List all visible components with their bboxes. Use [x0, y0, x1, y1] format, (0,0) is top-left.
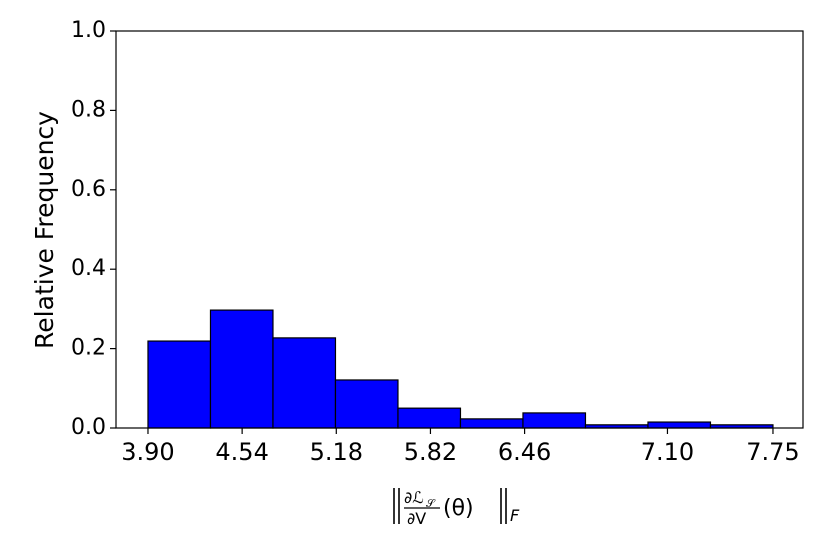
- y-tick-label: 0.2: [71, 336, 106, 361]
- y-tick-label: 0.4: [71, 256, 106, 281]
- bar: [647, 421, 712, 429]
- x-label-denominator: ∂V: [407, 509, 426, 528]
- x-label-norm-sub: F: [510, 506, 520, 525]
- x-tick-label: 4.54: [215, 438, 268, 466]
- y-tick-label: 1.0: [71, 18, 106, 43]
- bar: [272, 337, 337, 429]
- bar: [209, 309, 274, 429]
- x-label-numerator: ∂ℒ: [404, 488, 424, 507]
- y-tick-label: 0.8: [71, 97, 106, 122]
- y-axis-label: Relative Frequency: [30, 111, 59, 349]
- plot-frame: [115, 30, 804, 429]
- x-tick-label: 6.46: [498, 438, 551, 466]
- x-tick-label: 5.82: [404, 438, 457, 466]
- bar: [334, 379, 399, 429]
- bar: [522, 412, 587, 429]
- x-tick-label: 3.90: [121, 438, 174, 466]
- y-tick-label: 0.6: [71, 177, 106, 202]
- x-label-numerator-sub: 𝒮: [426, 497, 436, 510]
- x-label-argument: (θ): [443, 496, 474, 521]
- x-tick-label: 7.75: [746, 438, 799, 466]
- bar: [459, 418, 524, 429]
- x-axis-label: ∂ℒ 𝒮 ∂V (θ) F: [393, 488, 520, 528]
- bar: [397, 407, 462, 429]
- y-tick-label: 0.0: [71, 415, 106, 440]
- bar: [147, 340, 212, 429]
- x-tick-label: 5.18: [310, 438, 363, 466]
- x-tick-label: 7.10: [641, 438, 694, 466]
